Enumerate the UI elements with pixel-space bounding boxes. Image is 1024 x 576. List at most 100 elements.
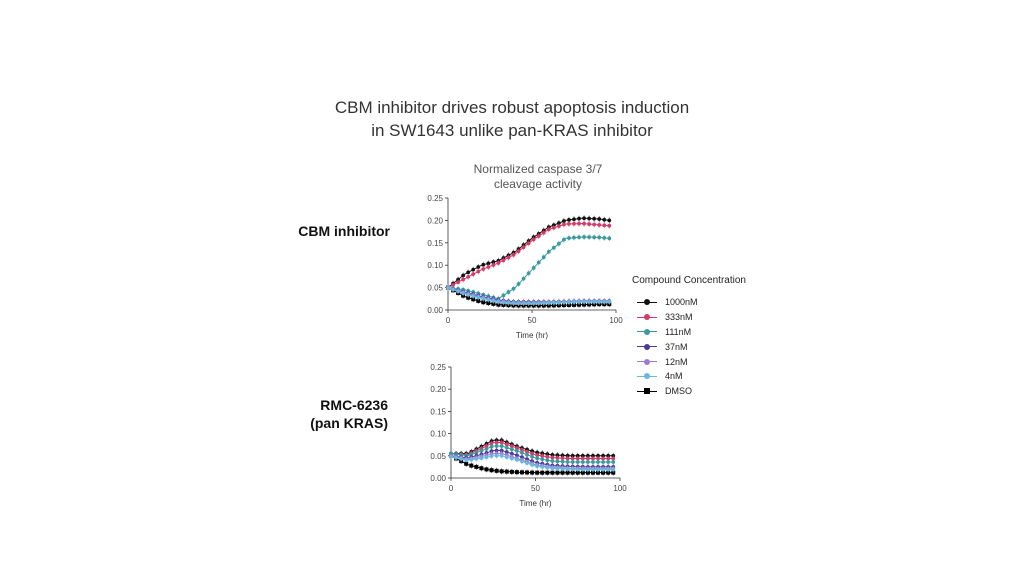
y-tick-label: 0.15 [427,239,443,248]
data-point [451,283,455,287]
data-point [511,252,516,257]
x-tick-label: 50 [531,484,540,493]
data-point [499,448,504,453]
data-point [580,467,585,472]
data-point [556,300,561,305]
data-point [592,300,597,304]
y-tick-label: 0.05 [430,452,446,461]
data-point [602,217,607,222]
data-point [494,444,499,448]
data-point [572,221,576,226]
data-point [556,241,561,246]
data-point [531,237,536,242]
chart-title-line1: Normalized caspase 3/7 [473,162,603,176]
data-point [499,469,504,474]
data-point [489,468,494,473]
data-point [562,300,566,305]
data-point [540,454,545,458]
data-point [575,456,580,461]
data-point [521,276,526,281]
data-point [575,470,580,475]
data-point [509,469,514,474]
slide-title-line1: CBM inhibitor drives robust apoptosis in… [334,98,690,117]
data-point [514,470,519,475]
data-point [494,468,499,473]
data-point [509,456,514,461]
legend-swatch [635,372,659,380]
data-point [565,460,570,464]
data-point [535,464,540,469]
data-point [560,456,565,461]
data-point [585,456,590,461]
data-point [506,290,511,294]
data-point [611,460,616,464]
x-tick-label: 0 [446,316,451,325]
data-point [489,444,494,449]
data-point [585,460,590,464]
data-point [562,222,566,227]
data-point [466,270,471,275]
slide-title: CBM inhibitor drives robust apoptosis in… [212,96,812,142]
data-point [469,463,474,468]
data-point [486,265,491,269]
data-point [530,462,535,467]
data-point [602,223,607,228]
data-point [556,224,561,229]
data-point [607,300,612,304]
data-point [545,470,550,475]
data-point [607,218,612,223]
data-point [504,442,509,447]
data-point [592,216,597,221]
data-point [464,461,469,466]
legend-item: 12nM [632,354,746,369]
legend-items: 1000nM 333nM 111nM 37nM 12nM 4nM DMSO [632,295,746,399]
legend-swatch [635,298,659,306]
data-point [580,456,585,461]
data-point [591,460,595,464]
data-point [506,300,511,305]
data-point [587,300,592,304]
data-point [570,470,575,475]
x-axis-label: Time (hr) [519,499,551,508]
data-point [580,460,585,464]
data-point [587,222,592,226]
data-point [601,467,605,472]
series-line [447,236,610,300]
data-point [520,450,524,455]
legend-label: 1000nM [665,297,698,308]
data-point [530,454,535,459]
data-point [521,301,526,306]
data-point [572,300,576,305]
data-point [570,460,575,464]
data-point [501,258,506,263]
data-point [567,236,571,240]
data-point [562,219,566,223]
data-point [506,255,511,260]
data-point [511,286,516,291]
data-point [519,470,524,475]
data-point [582,300,586,304]
data-point [565,470,570,475]
data-point [504,445,509,450]
legend-swatch [635,343,659,351]
data-point [577,235,581,240]
data-point [545,454,550,459]
y-tick-label: 0.05 [427,284,443,293]
y-tick-label: 0.00 [430,474,446,483]
data-point [585,467,590,472]
data-point [550,466,555,471]
data-point [461,273,466,278]
data-point [491,298,496,303]
legend-label: 4nM [665,371,683,382]
data-point [504,469,509,474]
data-point [587,216,592,221]
data-point [494,448,499,453]
data-point [486,301,491,306]
data-point [501,293,506,298]
data-point [587,235,592,240]
data-point [535,470,540,475]
data-point [479,448,484,453]
data-point [525,470,530,475]
series-line [447,217,610,288]
data-point [606,456,611,461]
